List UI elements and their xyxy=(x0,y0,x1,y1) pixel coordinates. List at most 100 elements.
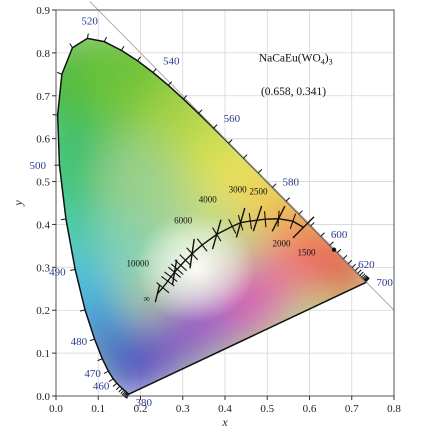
wavelength-label: 490 xyxy=(49,266,66,278)
y-tick-label: 0.9 xyxy=(36,5,50,17)
locus-tick xyxy=(115,385,121,391)
locus-tick xyxy=(89,338,95,342)
x-tick-label: 0.5 xyxy=(260,403,274,415)
y-tick-label: 0.0 xyxy=(36,391,50,403)
cct-label: 2000 xyxy=(273,239,292,249)
y-axis-title: y xyxy=(11,200,25,207)
locus-tick xyxy=(121,390,126,396)
locus-tick xyxy=(320,232,325,237)
y-tick-label: 0.8 xyxy=(36,48,50,60)
wavelength-label: 480 xyxy=(71,336,88,348)
locus-tick xyxy=(69,43,73,49)
x-tick-label: 0.0 xyxy=(49,403,63,415)
y-tick-label: 0.2 xyxy=(36,305,50,317)
y-tick-label: 0.4 xyxy=(36,219,50,231)
locus-tick xyxy=(122,391,127,397)
planck-tick xyxy=(170,263,184,275)
cct-label: 4000 xyxy=(199,194,218,204)
spectral-locus xyxy=(52,1,395,399)
locus-tick xyxy=(351,263,356,268)
axes: 0.0 0.1 0.2 0.3 0.4 0.5 0.6 0.7 0.8 0.0 0.1 0.2 0.3 0… xyxy=(11,5,401,429)
annotation: NaCaEu(WO4)3 (0.658, 0.341) xyxy=(259,52,333,98)
planck-tick xyxy=(156,282,170,294)
locus-tick xyxy=(310,222,315,227)
cct-label: 10000 xyxy=(127,258,150,268)
locus-tick xyxy=(364,276,369,282)
planck-tick xyxy=(248,213,253,230)
x-tick-label: 0.2 xyxy=(134,403,148,415)
isotherm-line xyxy=(292,216,315,239)
locus-tick xyxy=(362,274,367,279)
wavelength-label: 540 xyxy=(163,55,180,67)
locus-tick xyxy=(57,71,63,75)
x-tick-label: 0.3 xyxy=(176,403,190,415)
x-tick-label: 0.7 xyxy=(345,403,359,415)
y-tick-label: 0.5 xyxy=(36,177,50,189)
locus-tick xyxy=(124,393,129,398)
cct-label: 6000 xyxy=(174,216,193,226)
locus-tick xyxy=(361,273,366,278)
locus-tick xyxy=(342,255,348,260)
locus-tick xyxy=(167,81,173,86)
locus-tick xyxy=(365,277,370,283)
locus-tick xyxy=(243,154,248,159)
locus-tick xyxy=(354,266,360,272)
locus-tick xyxy=(363,275,368,280)
wavelength-label: 460 xyxy=(93,380,110,392)
y-tick-label: 0.6 xyxy=(36,134,50,146)
cct-label: 1500 xyxy=(297,247,316,257)
locus-tick xyxy=(257,169,263,174)
locus-tick xyxy=(97,358,103,362)
color-blob xyxy=(57,115,118,206)
planck-tick xyxy=(196,238,208,252)
locus-tick xyxy=(52,114,58,116)
locus-tick xyxy=(152,68,157,73)
wavelength-label: 500 xyxy=(29,160,46,172)
isotherm-line xyxy=(271,205,286,232)
compound-part: 3 xyxy=(329,57,333,66)
wavelength-label: 470 xyxy=(84,368,101,380)
white-point-glow xyxy=(135,212,256,323)
locus-tick xyxy=(86,33,89,39)
isotherm-line xyxy=(171,259,178,286)
sample-point xyxy=(331,247,337,252)
locus-tick xyxy=(228,139,233,144)
locus-tick xyxy=(118,388,123,393)
y-tick-label: 0.3 xyxy=(36,262,50,274)
wavelength-label: 580 xyxy=(283,176,300,188)
wavelength-label: 560 xyxy=(224,113,241,125)
locus-tick xyxy=(103,36,107,42)
wavelength-label: 380 xyxy=(136,397,153,409)
cct-label: ∞ xyxy=(143,294,149,304)
planck-tick xyxy=(179,254,192,267)
x-axis-title: x xyxy=(221,415,228,429)
planck-tick xyxy=(264,211,267,228)
locus-tick xyxy=(137,56,141,62)
locus-tick xyxy=(108,378,114,382)
locus-tick xyxy=(103,370,109,374)
planck-tick xyxy=(228,218,237,234)
x-tick-label: 0.6 xyxy=(303,403,317,415)
isotherm-line xyxy=(235,207,246,238)
planck-tick xyxy=(289,213,297,229)
locus-tick xyxy=(357,269,362,274)
y-tick-label: 0.1 xyxy=(36,348,50,360)
compound-part: NaCaEu(WO xyxy=(259,52,321,64)
planck-tick xyxy=(164,271,178,283)
cct-label: 3000 xyxy=(229,185,248,195)
locus-tick xyxy=(359,271,364,276)
color-blob xyxy=(95,136,186,227)
x-tick-label: 0.8 xyxy=(387,403,401,415)
compound-part: 4 xyxy=(321,57,325,66)
wavelength-label: 520 xyxy=(81,15,98,27)
locus-tick xyxy=(112,382,118,387)
planckian-locus-line xyxy=(156,218,304,295)
compound-label: NaCaEu(WO4)3 xyxy=(259,52,333,66)
wavelength-label: 620 xyxy=(358,259,375,271)
isotherm-line xyxy=(252,205,263,232)
locus-tick xyxy=(298,210,303,215)
locus-tick xyxy=(364,276,369,281)
